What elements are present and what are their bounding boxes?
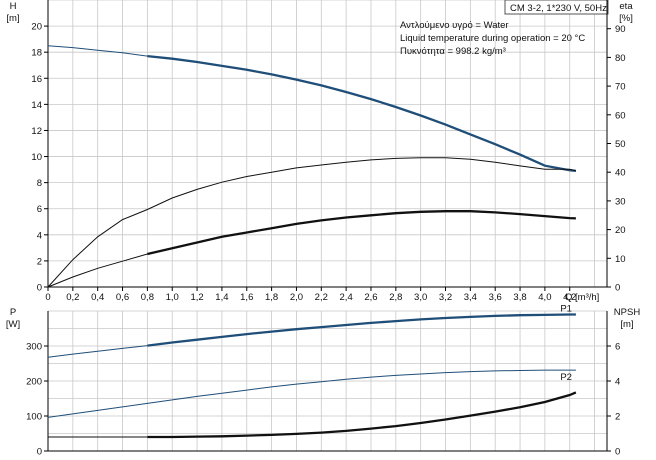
left-tick-label: 8 xyxy=(37,178,42,189)
x-tick-label: 2,4 xyxy=(340,292,353,303)
right-tick-label: 90 xyxy=(615,24,626,35)
info-box-title-frame xyxy=(504,0,609,15)
series-P1-extrapolated-line xyxy=(47,345,148,358)
left-tick-label: 18 xyxy=(31,48,42,59)
left-tick-label: 6 xyxy=(37,204,42,215)
right-tick-label: 70 xyxy=(615,82,626,93)
series-P1-line xyxy=(147,313,576,347)
left-tick-label: 200 xyxy=(26,377,42,388)
info-box-line1: Αντλούμενο υγρό = Water xyxy=(400,20,509,31)
left-tick-label: 4 xyxy=(37,230,42,241)
label-layer: 024681012141618200102030405060708090H[m]… xyxy=(6,1,640,458)
right-tick-label: 0 xyxy=(615,283,620,294)
right-tick-label: 80 xyxy=(615,53,626,64)
x-tick-label: 1,4 xyxy=(215,292,228,303)
left-tick-label: 0 xyxy=(37,283,42,294)
right-tick-label: 30 xyxy=(615,196,626,207)
right-tick-label: 6 xyxy=(615,342,620,353)
x-tick-label: 1,8 xyxy=(265,292,278,303)
right-tick-label: 4 xyxy=(615,377,620,388)
left-tick-label: 2 xyxy=(37,256,42,267)
x-tick-label: 1,6 xyxy=(240,292,253,303)
info-box-title: CM 3-2, 1*230 V, 50Hz xyxy=(510,3,607,14)
series-P2-line xyxy=(47,369,576,418)
x-axis-label: Q [m³/h] xyxy=(565,292,599,303)
right-tick-label: 50 xyxy=(615,139,626,150)
right-tick-label: 60 xyxy=(615,110,626,121)
y-left-axis-label: H xyxy=(10,1,17,12)
left-tick-label: 300 xyxy=(26,342,42,353)
series-label-P2: P2 xyxy=(560,372,572,383)
y-right-axis-label: eta xyxy=(619,1,633,12)
x-tick-label: 0,4 xyxy=(91,292,104,303)
series-0-2-extrapolated-line xyxy=(47,253,148,288)
x-tick-label: 0,6 xyxy=(116,292,129,303)
left-tick-label: 14 xyxy=(31,100,42,111)
left-tick-label: 16 xyxy=(31,74,42,85)
series-1-2-line xyxy=(147,391,577,439)
y-left-axis-unit: [W] xyxy=(6,319,20,330)
series-0-2-line xyxy=(147,210,576,256)
info-box-line3: Πυκνότητα = 998.2 kg/m³ xyxy=(400,46,506,57)
x-tick-label: 0,2 xyxy=(66,292,79,303)
grid-layer xyxy=(47,0,607,452)
left-tick-label: 12 xyxy=(31,126,42,137)
series-0-0-line xyxy=(147,54,577,173)
right-tick-label: 20 xyxy=(615,225,626,236)
left-tick-label: 20 xyxy=(31,22,42,33)
left-tick-label: 100 xyxy=(26,412,42,423)
left-tick-label: 0 xyxy=(37,447,42,458)
y-right-axis-label: NPSH xyxy=(614,307,641,318)
y-left-axis-unit: [m] xyxy=(6,13,19,24)
series-0-1-line xyxy=(47,157,577,288)
x-tick-label: 3,4 xyxy=(464,292,477,303)
x-tick-label: 3,0 xyxy=(414,292,427,303)
info-box: CM 3-2, 1*230 V, 50Hz Αντλούμενο υγρό = … xyxy=(400,0,609,57)
right-tick-label: 0 xyxy=(615,447,620,458)
left-tick-label: 10 xyxy=(31,152,42,163)
series-layer xyxy=(47,45,577,439)
x-tick-label: 2,2 xyxy=(315,292,328,303)
x-tick-label: 1,0 xyxy=(166,292,179,303)
y-right-axis-unit: [%] xyxy=(619,13,633,24)
x-tick-label: 4,2 xyxy=(563,292,576,303)
y-left-axis-label: P xyxy=(10,307,16,318)
x-tick-label: 3,6 xyxy=(489,292,502,303)
info-box-line2: Liquid temperature during operation = 20… xyxy=(400,33,585,44)
series-0-0-extrapolated-line xyxy=(47,45,148,57)
x-tick-label: 0 xyxy=(45,292,50,303)
right-tick-label: 10 xyxy=(615,254,626,265)
x-tick-label: 2,6 xyxy=(364,292,377,303)
x-tick-label: 3,2 xyxy=(439,292,452,303)
right-tick-label: 40 xyxy=(615,168,626,179)
axes-layer xyxy=(44,0,611,452)
series-label-P1: P1 xyxy=(560,304,572,315)
x-tick-label: 2,8 xyxy=(389,292,402,303)
x-tick-label: 4,0 xyxy=(538,292,551,303)
y-right-axis-unit: [m] xyxy=(620,319,633,330)
x-tick-label: 0,8 xyxy=(141,292,154,303)
x-tick-label: 2,0 xyxy=(290,292,303,303)
right-tick-label: 2 xyxy=(615,412,620,423)
x-tick-label: 1,2 xyxy=(190,292,203,303)
x-tick-label: 3,8 xyxy=(513,292,526,303)
